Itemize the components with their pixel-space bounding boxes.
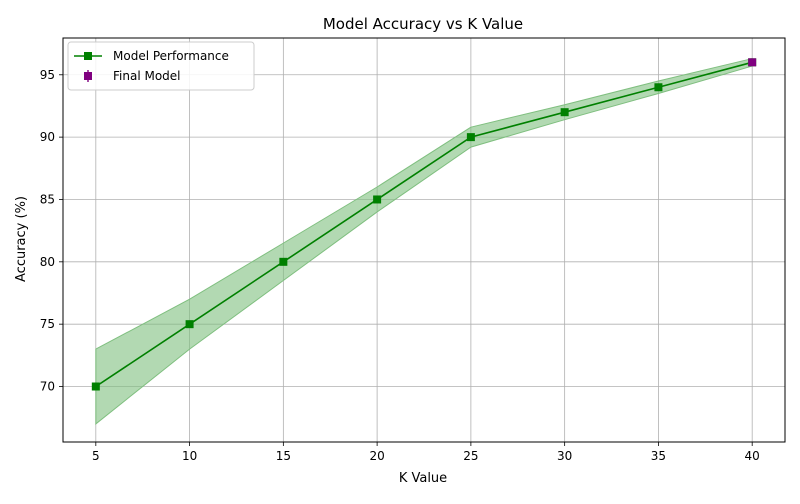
data-markers [91,58,757,391]
legend: Model Performance Final Model [67,41,255,91]
legend-performance-marker [84,52,92,60]
x-tick-label: 5 [92,449,100,463]
series-lines [95,61,753,388]
y-tick-label: 85 [40,192,55,206]
legend-final-label: Final Model [113,69,181,83]
x-tick-label: 15 [276,449,291,463]
y-tick-label: 75 [40,317,55,331]
y-tick-label: 90 [40,130,55,144]
y-tick-label: 80 [40,255,55,269]
x-axis-label: K Value [399,471,447,486]
grid-lines [63,38,785,442]
final-model-point [748,58,757,67]
performance-line [95,61,753,388]
performance-point [279,257,288,266]
legend-final-marker [84,72,92,80]
y-tick-label: 95 [40,68,55,82]
performance-point [466,133,475,142]
performance-point [654,83,663,92]
x-tick-label: 10 [182,449,197,463]
chart-title: Model Accuracy vs K Value [323,15,523,33]
x-tick-label: 20 [369,449,384,463]
x-tick-label: 40 [745,449,760,463]
y-axis-label: Accuracy (%) [14,196,29,282]
plot-area-border [62,37,786,443]
legend-performance-label: Model Performance [113,49,229,63]
performance-point [185,320,194,329]
x-tick-label: 25 [463,449,478,463]
performance-point [91,382,100,391]
x-tick-label: 30 [557,449,572,463]
performance-point [560,108,569,117]
performance-point [373,195,382,204]
y-axis: 70 75 80 85 90 95 [40,68,63,394]
y-tick-label: 70 [40,380,55,394]
x-tick-label: 35 [651,449,666,463]
legend-box [67,41,255,91]
x-axis: 5 10 15 20 25 30 35 40 [92,442,760,463]
